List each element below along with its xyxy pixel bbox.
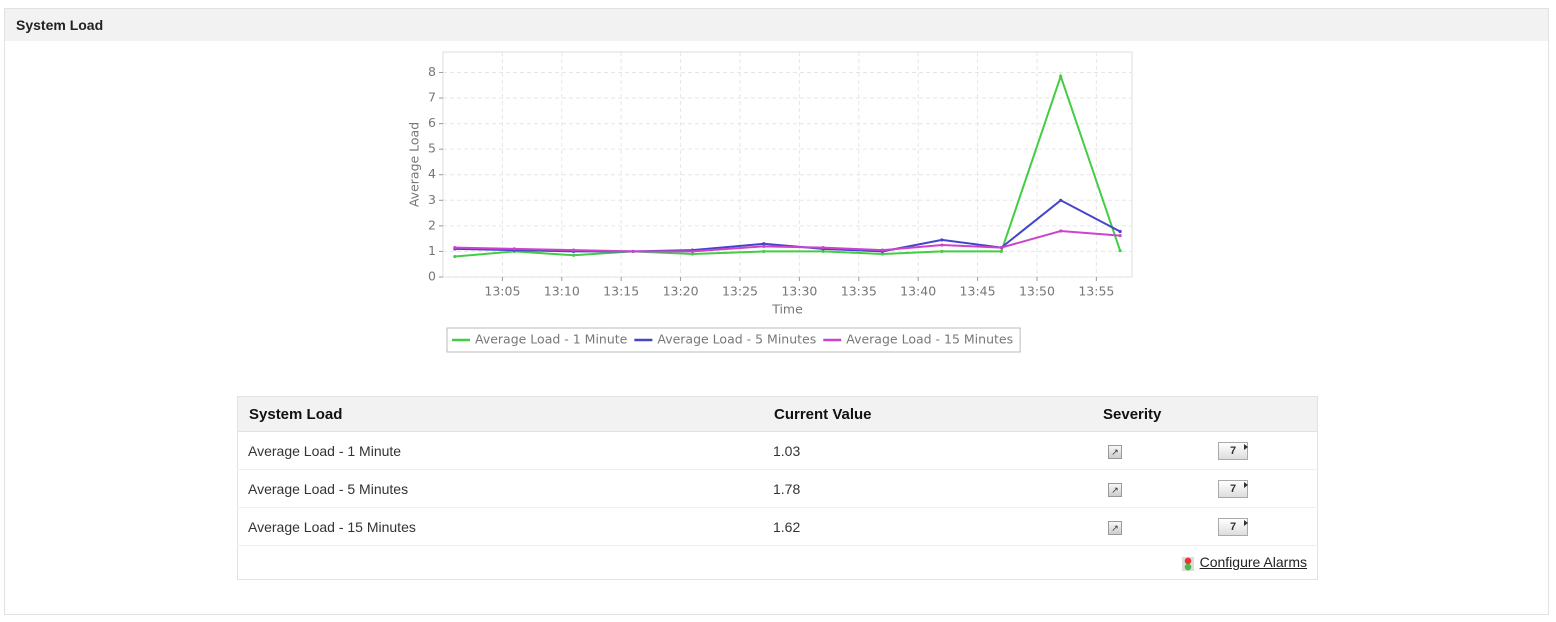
cell: 1.03 [763,431,1092,470]
threshold-button[interactable]: 7 [1218,442,1248,460]
point [880,252,885,256]
point [453,245,457,250]
x-tick-label: 13:25 [722,284,758,299]
x-tick-label: 13:30 [781,284,817,299]
chart: 0 1 2 3 4 5 6 7 8 13:05 13:10 13:15 13:20 13:25 13:30 1… [407,51,1133,353]
row: Average Load - 15 Minutes 1.62 ↗ 7 [237,507,1318,546]
configure-alarms-link[interactable]: Configure Alarms [1199,554,1307,571]
header-row: System Load Current Value Severity [237,396,1318,432]
point [1059,229,1063,233]
point [690,252,695,256]
panel: System Load [4,8,1549,615]
point [999,245,1003,250]
point [572,248,576,252]
point [1118,249,1122,253]
threshold-button[interactable]: 7 [1218,518,1248,536]
threshold-button[interactable]: 7 [1218,480,1248,498]
plot-area [442,51,1133,278]
point [453,254,457,259]
point [821,245,825,250]
point [1118,229,1122,234]
point [821,249,825,254]
point [631,249,635,254]
y-tick-label: 7 [428,90,436,105]
legend-box [446,327,1021,353]
point [690,249,695,254]
footer-row: Configure Alarms [238,546,1318,580]
point [762,249,766,254]
x-tick-label: 13:50 [1019,284,1055,299]
x-tick-label: 13:10 [544,284,580,299]
x-tick-label: 13:35 [841,284,877,299]
alarm-icon [1181,556,1194,571]
legend-label: Average Load - 5 Minutes [657,332,816,347]
y-tick-label: 8 [428,64,436,79]
y-tick-label: 0 [428,269,436,284]
y-axis-label: Average Load [407,122,422,207]
y-tick-label: 2 [428,217,436,232]
row: Average Load - 1 Minute 1.03 ↗ 7 [237,431,1318,470]
y-tick-label: 4 [428,166,436,181]
legend-label: Average Load - 1 Minute [475,332,628,347]
y-tick-label: 3 [428,192,436,207]
cell: Average Load - 15 Minutes [237,507,763,546]
x-tick-label: 13:15 [603,284,639,299]
column-header: Severity [1092,396,1318,432]
cell: 1.62 [763,507,1092,546]
cell: Average Load - 1 Minute [237,431,763,470]
point [1059,198,1063,202]
x-tick-label: 13:40 [900,284,936,299]
legend-label: Average Load - 15 Minutes [846,332,1013,347]
row: Average Load - 5 Minutes 1.78 ↗ 7 [237,469,1318,508]
severity-icon[interactable]: ↗ [1108,445,1122,459]
point [940,238,944,242]
x-tick-label: 13:45 [960,284,996,299]
x-tick-label: 13:05 [484,284,520,299]
point [512,247,516,251]
x-axis-label: Time [771,302,803,317]
load-table: System Load Current Value Severity Avera… [237,396,1318,580]
point [762,242,766,246]
column-header: Current Value [763,396,1092,432]
point [1059,74,1063,78]
series-line [454,229,1121,253]
point [1118,233,1122,238]
y-tick-label: 1 [428,243,436,258]
panel-title: System Load [5,9,1548,41]
point [572,253,576,257]
severity-icon[interactable]: ↗ [1108,521,1122,535]
point [940,243,944,247]
y-tick-label: 5 [428,141,436,156]
series-line [454,73,1122,258]
point [999,249,1003,254]
cell: 1.78 [763,469,1092,508]
point [880,248,885,252]
point [940,249,944,254]
cell: Average Load - 5 Minutes [237,469,763,508]
x-tick-label: 13:55 [1078,284,1114,299]
severity-icon[interactable]: ↗ [1108,483,1122,497]
y-tick-label: 6 [428,115,436,130]
point [762,244,766,248]
column-header: System Load [237,396,763,432]
x-tick-label: 13:20 [663,284,699,299]
